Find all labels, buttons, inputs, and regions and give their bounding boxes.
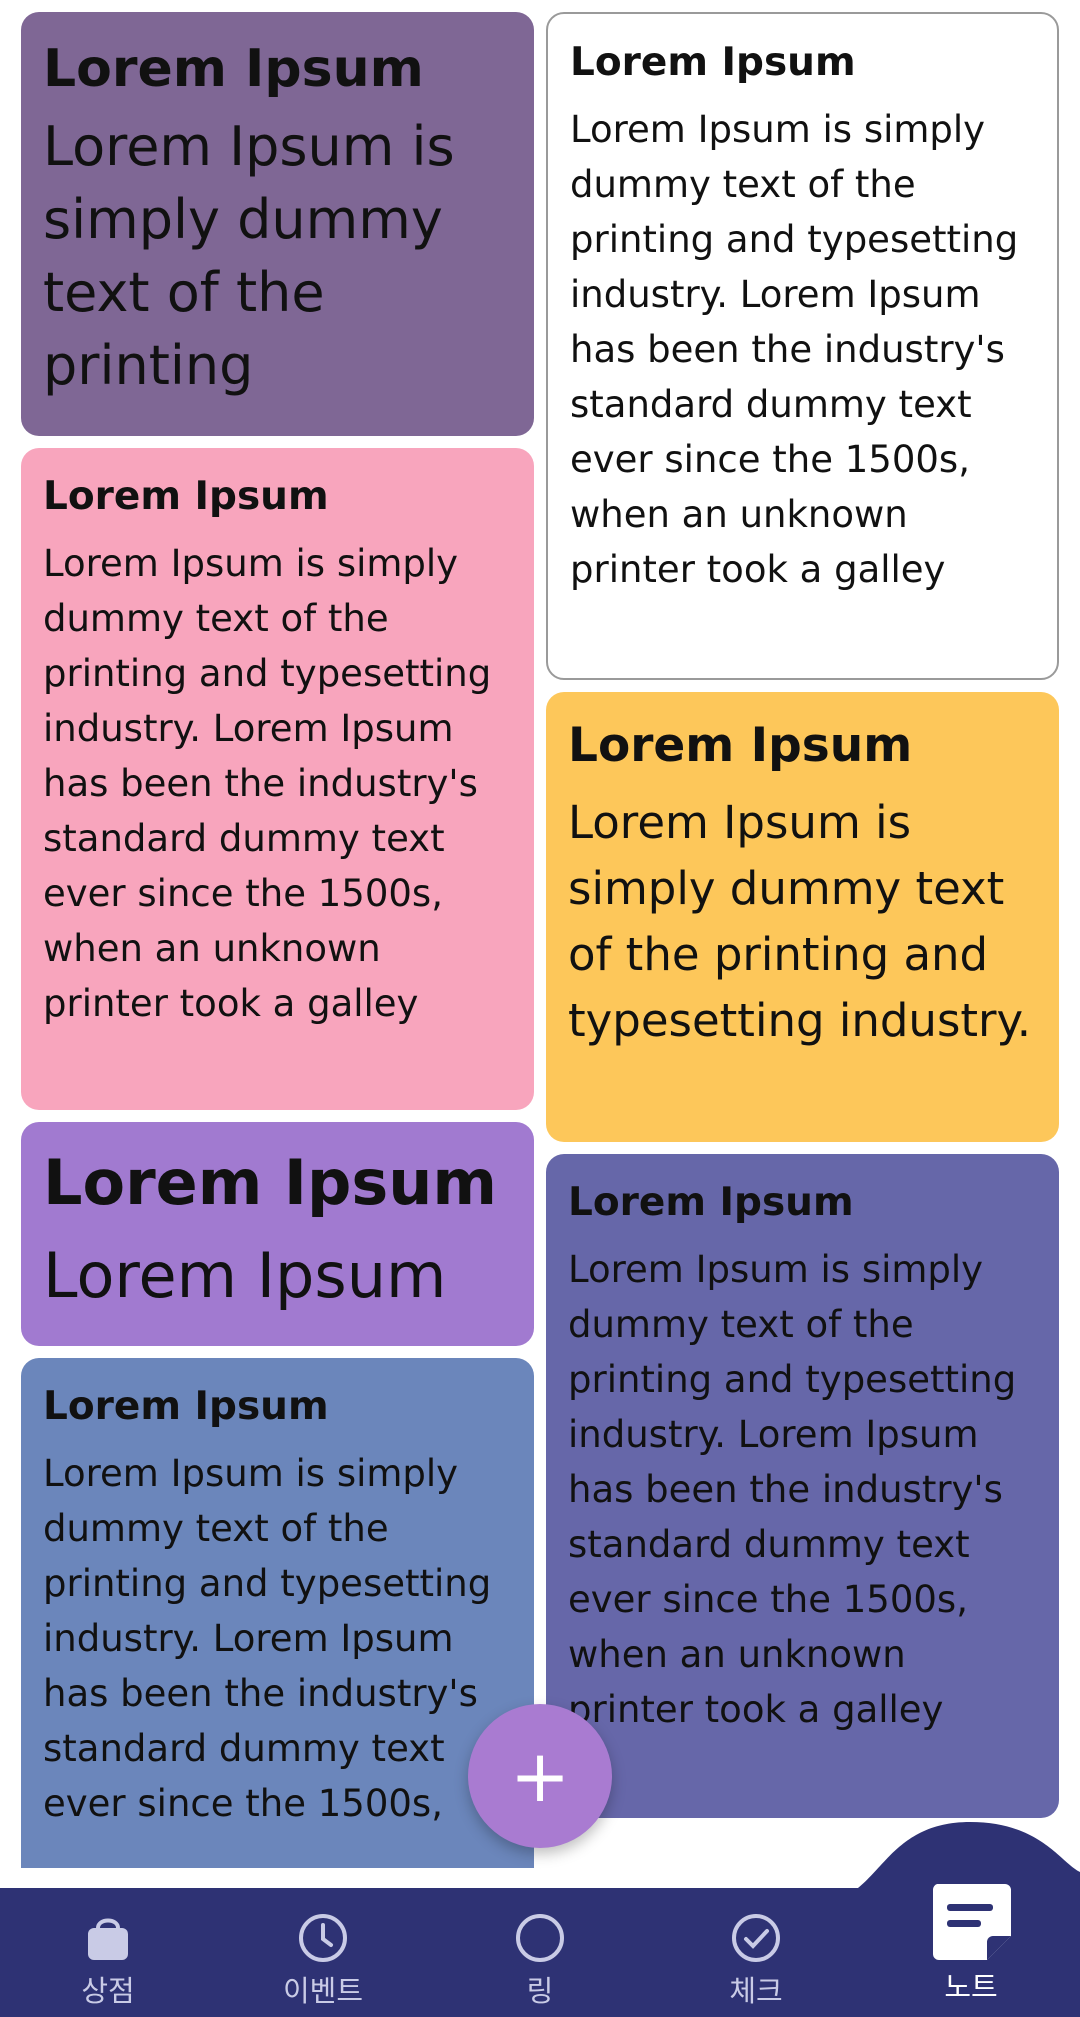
note-card[interactable]: Lorem Ipsum Lorem Ipsum is simply dummy … bbox=[546, 12, 1059, 680]
tab-label: 상점 bbox=[81, 1974, 135, 2008]
bottom-tab-bar bbox=[0, 1888, 1080, 2017]
note-title: Lorem Ipsum bbox=[43, 474, 329, 519]
note-title: Lorem Ipsum bbox=[570, 40, 856, 85]
note-card[interactable]: Lorem Ipsum Lorem Ipsum bbox=[21, 1122, 534, 1346]
note-body: Lorem Ipsum is simply dummy text of the … bbox=[43, 115, 455, 397]
note-title: Lorem Ipsum bbox=[43, 39, 424, 99]
note-title: Lorem Ipsum bbox=[43, 1384, 329, 1429]
note-body: Lorem Ipsum is simply dummy text of the … bbox=[43, 1452, 492, 1825]
note-body: Lorem Ipsum bbox=[43, 1239, 447, 1312]
tab-check[interactable]: 체크 bbox=[696, 1912, 816, 2010]
note-body: Lorem Ipsum is simply dummy text of the … bbox=[570, 108, 1019, 591]
check-circle-icon bbox=[732, 1914, 780, 1962]
tab-label: 이벤트 bbox=[282, 1974, 364, 2008]
tab-label: 체크 bbox=[729, 1974, 783, 2008]
note-title: Lorem Ipsum bbox=[568, 718, 913, 773]
tab-event[interactable]: 이벤트 bbox=[263, 1912, 383, 2010]
tab-ring[interactable]: 링 bbox=[480, 1912, 600, 2010]
tab-label: 링 bbox=[526, 1974, 554, 2008]
plus-icon: + bbox=[509, 1734, 571, 1818]
note-card[interactable]: Lorem Ipsum Lorem Ipsum is simply dummy … bbox=[21, 1358, 534, 1868]
note-title: Lorem Ipsum bbox=[568, 1180, 854, 1225]
tab-note[interactable]: 노트 bbox=[911, 1880, 1031, 2006]
note-body: Lorem Ipsum is simply dummy text of the … bbox=[568, 1248, 1017, 1731]
note-body: Lorem Ipsum is simply dummy text of the … bbox=[568, 796, 1032, 1047]
tab-store[interactable]: 상점 bbox=[48, 1912, 168, 2010]
add-note-button[interactable]: + bbox=[468, 1704, 612, 1848]
shopping-bag-icon bbox=[88, 1918, 128, 1960]
note-card[interactable]: Lorem Ipsum Lorem Ipsum is simply dummy … bbox=[546, 1154, 1059, 1818]
tabbar-hump bbox=[820, 1822, 1080, 1902]
note-title: Lorem Ipsum bbox=[43, 1146, 498, 1219]
note-card[interactable]: Lorem Ipsum Lorem Ipsum is simply dummy … bbox=[21, 12, 534, 436]
note-card[interactable]: Lorem Ipsum Lorem Ipsum is simply dummy … bbox=[21, 448, 534, 1110]
tab-label: 노트 bbox=[944, 1970, 998, 2004]
ring-icon bbox=[516, 1914, 564, 1962]
note-icon bbox=[932, 1884, 1011, 1960]
note-card[interactable]: Lorem Ipsum Lorem Ipsum is simply dummy … bbox=[546, 692, 1059, 1142]
clock-icon bbox=[299, 1914, 347, 1962]
note-body: Lorem Ipsum is simply dummy text of the … bbox=[43, 542, 492, 1025]
